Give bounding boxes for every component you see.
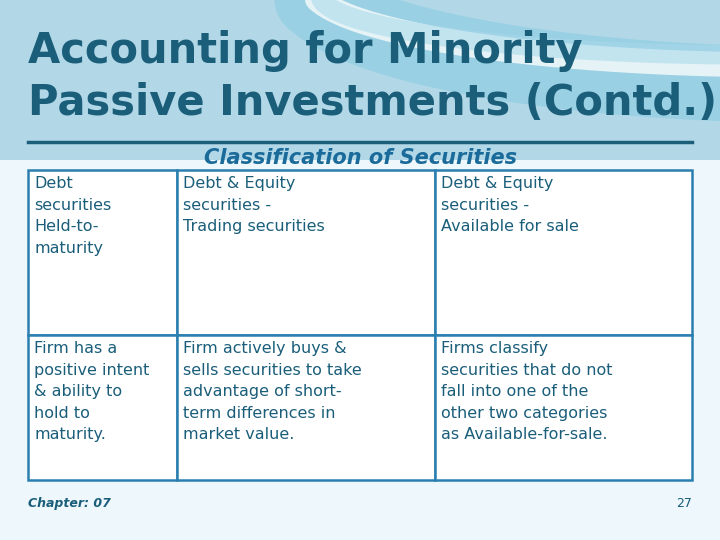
Text: Firms classify
securities that do not
fall into one of the
other two categories
: Firms classify securities that do not fa…	[441, 341, 613, 442]
Text: Firm has a
positive intent
& ability to
hold to
maturity.: Firm has a positive intent & ability to …	[34, 341, 149, 442]
Bar	[0, 160, 720, 540]
Text: Classification of Securities: Classification of Securities	[204, 148, 516, 168]
Text: Passive Investments (Contd.): Passive Investments (Contd.)	[28, 82, 717, 124]
Text: 27: 27	[676, 497, 692, 510]
Bar	[435, 335, 692, 480]
Bar	[28, 170, 177, 335]
Text: Firm actively buys &
sells securities to take
advantage of short-
term differenc: Firm actively buys & sells securities to…	[184, 341, 362, 442]
Text: Debt
securities
Held-to-
maturity: Debt securities Held-to- maturity	[34, 176, 112, 256]
Bar	[177, 335, 435, 480]
Text: Chapter: 07: Chapter: 07	[28, 497, 111, 510]
Text: Debt & Equity
securities -
Trading securities: Debt & Equity securities - Trading secur…	[184, 176, 325, 234]
Bar	[435, 170, 692, 335]
Text: Debt & Equity
securities -
Available for sale: Debt & Equity securities - Available for…	[441, 176, 579, 234]
Text: Accounting for Minority: Accounting for Minority	[28, 30, 582, 72]
Bar	[177, 170, 435, 335]
Bar	[0, 0, 720, 160]
Bar	[28, 335, 177, 480]
